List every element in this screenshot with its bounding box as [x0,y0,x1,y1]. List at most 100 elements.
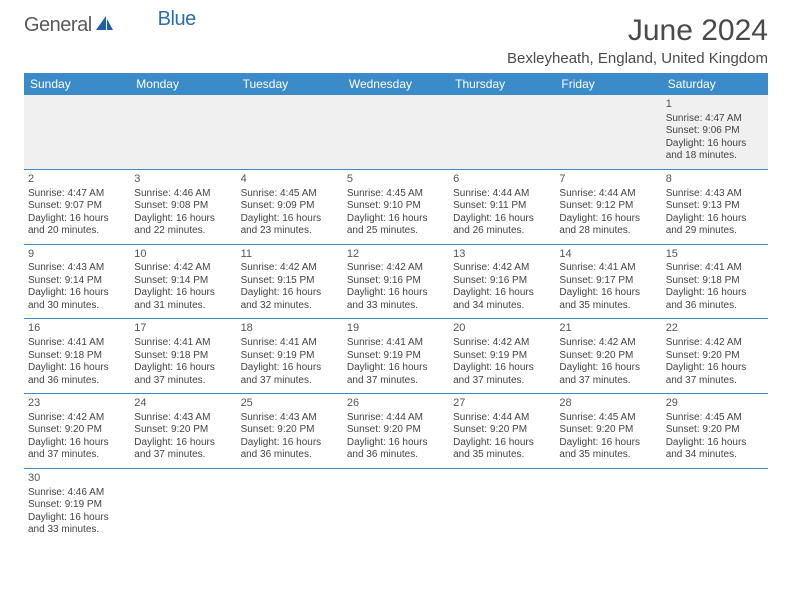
sunrise-line: Sunrise: 4:45 AM [666,412,764,425]
sunrise-line: Sunrise: 4:41 AM [241,337,339,350]
sunset-line: Sunset: 9:19 PM [347,350,445,363]
calendar-day-cell: 8Sunrise: 4:43 AMSunset: 9:13 PMDaylight… [662,169,768,244]
calendar-day-cell: 2Sunrise: 4:47 AMSunset: 9:07 PMDaylight… [24,169,130,244]
calendar-day-cell [555,468,661,542]
sail-icon [94,14,114,37]
day-number: 8 [666,173,764,187]
daylight-line: Daylight: 16 hours and 36 minutes. [666,287,764,312]
calendar-day-cell: 7Sunrise: 4:44 AMSunset: 9:12 PMDaylight… [555,169,661,244]
calendar-day-cell [237,468,343,542]
sunrise-line: Sunrise: 4:47 AM [28,188,126,201]
sunset-line: Sunset: 9:19 PM [241,350,339,363]
sunset-line: Sunset: 9:20 PM [347,424,445,437]
sunset-line: Sunset: 9:14 PM [134,275,232,288]
day-number: 27 [453,397,551,411]
sunrise-line: Sunrise: 4:45 AM [347,188,445,201]
sunset-line: Sunset: 9:20 PM [666,424,764,437]
calendar-day-cell [449,468,555,542]
sunset-line: Sunset: 9:20 PM [28,424,126,437]
calendar-day-cell [449,95,555,169]
title-block: June 2024 Bexleyheath, England, United K… [507,14,768,67]
day-number: 29 [666,397,764,411]
brand-part1: General [24,14,92,37]
sunset-line: Sunset: 9:20 PM [453,424,551,437]
day-number: 25 [241,397,339,411]
sunrise-line: Sunrise: 4:41 AM [666,262,764,275]
day-number: 16 [28,322,126,336]
daylight-line: Daylight: 16 hours and 37 minutes. [28,437,126,462]
calendar-day-cell: 28Sunrise: 4:45 AMSunset: 9:20 PMDayligh… [555,394,661,469]
sunrise-line: Sunrise: 4:43 AM [241,412,339,425]
sunset-line: Sunset: 9:20 PM [559,350,657,363]
daylight-line: Daylight: 16 hours and 23 minutes. [241,213,339,238]
day-number: 18 [241,322,339,336]
sunset-line: Sunset: 9:10 PM [347,200,445,213]
sunset-line: Sunset: 9:16 PM [347,275,445,288]
day-number: 13 [453,248,551,262]
daylight-line: Daylight: 16 hours and 35 minutes. [559,287,657,312]
sunset-line: Sunset: 9:20 PM [666,350,764,363]
daylight-line: Daylight: 16 hours and 37 minutes. [559,362,657,387]
sunrise-line: Sunrise: 4:43 AM [134,412,232,425]
calendar-day-cell [237,95,343,169]
calendar-day-cell: 29Sunrise: 4:45 AMSunset: 9:20 PMDayligh… [662,394,768,469]
sunrise-line: Sunrise: 4:42 AM [241,262,339,275]
sunset-line: Sunset: 9:20 PM [134,424,232,437]
calendar-day-cell: 5Sunrise: 4:45 AMSunset: 9:10 PMDaylight… [343,169,449,244]
sunset-line: Sunset: 9:09 PM [241,200,339,213]
sunrise-line: Sunrise: 4:42 AM [347,262,445,275]
sunrise-line: Sunrise: 4:42 AM [559,337,657,350]
sunrise-line: Sunrise: 4:45 AM [559,412,657,425]
calendar-day-cell: 13Sunrise: 4:42 AMSunset: 9:16 PMDayligh… [449,244,555,319]
calendar-day-cell: 21Sunrise: 4:42 AMSunset: 9:20 PMDayligh… [555,319,661,394]
daylight-line: Daylight: 16 hours and 36 minutes. [28,362,126,387]
daylight-line: Daylight: 16 hours and 34 minutes. [453,287,551,312]
calendar-day-cell [130,95,236,169]
calendar-day-cell: 10Sunrise: 4:42 AMSunset: 9:14 PMDayligh… [130,244,236,319]
day-number: 5 [347,173,445,187]
sunrise-line: Sunrise: 4:41 AM [347,337,445,350]
calendar-day-cell [130,468,236,542]
sunset-line: Sunset: 9:16 PM [453,275,551,288]
calendar-week-row: 16Sunrise: 4:41 AMSunset: 9:18 PMDayligh… [24,319,768,394]
sunrise-line: Sunrise: 4:42 AM [453,262,551,275]
day-number: 15 [666,248,764,262]
sunset-line: Sunset: 9:07 PM [28,200,126,213]
calendar-day-cell: 14Sunrise: 4:41 AMSunset: 9:17 PMDayligh… [555,244,661,319]
calendar-day-cell: 15Sunrise: 4:41 AMSunset: 9:18 PMDayligh… [662,244,768,319]
day-header: Thursday [449,73,555,95]
calendar-day-cell: 17Sunrise: 4:41 AMSunset: 9:18 PMDayligh… [130,319,236,394]
calendar-body: 1Sunrise: 4:47 AMSunset: 9:06 PMDaylight… [24,95,768,543]
calendar-day-cell: 22Sunrise: 4:42 AMSunset: 9:20 PMDayligh… [662,319,768,394]
daylight-line: Daylight: 16 hours and 37 minutes. [134,362,232,387]
daylight-line: Daylight: 16 hours and 33 minutes. [347,287,445,312]
day-number: 24 [134,397,232,411]
day-number: 11 [241,248,339,262]
day-header: Wednesday [343,73,449,95]
daylight-line: Daylight: 16 hours and 31 minutes. [134,287,232,312]
calendar-day-cell: 19Sunrise: 4:41 AMSunset: 9:19 PMDayligh… [343,319,449,394]
day-number: 7 [559,173,657,187]
sunset-line: Sunset: 9:08 PM [134,200,232,213]
sunset-line: Sunset: 9:20 PM [241,424,339,437]
sunset-line: Sunset: 9:18 PM [666,275,764,288]
day-header: Sunday [24,73,130,95]
sunrise-line: Sunrise: 4:46 AM [134,188,232,201]
calendar-day-cell: 18Sunrise: 4:41 AMSunset: 9:19 PMDayligh… [237,319,343,394]
sunset-line: Sunset: 9:15 PM [241,275,339,288]
day-number: 30 [28,472,126,486]
day-number: 26 [347,397,445,411]
calendar-day-cell [343,468,449,542]
daylight-line: Daylight: 16 hours and 37 minutes. [666,362,764,387]
daylight-line: Daylight: 16 hours and 18 minutes. [666,138,764,163]
daylight-line: Daylight: 16 hours and 26 minutes. [453,213,551,238]
calendar-day-cell: 20Sunrise: 4:42 AMSunset: 9:19 PMDayligh… [449,319,555,394]
daylight-line: Daylight: 16 hours and 25 minutes. [347,213,445,238]
sunset-line: Sunset: 9:13 PM [666,200,764,213]
daylight-line: Daylight: 16 hours and 37 minutes. [241,362,339,387]
sunset-line: Sunset: 9:12 PM [559,200,657,213]
brand-part2: Blue [158,8,196,31]
sunrise-line: Sunrise: 4:45 AM [241,188,339,201]
daylight-line: Daylight: 16 hours and 22 minutes. [134,213,232,238]
daylight-line: Daylight: 16 hours and 36 minutes. [241,437,339,462]
